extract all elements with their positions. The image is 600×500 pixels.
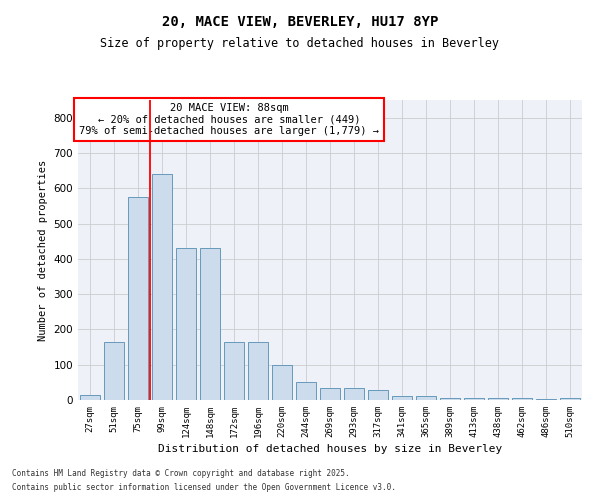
Bar (440, 398, 460, 400)
Bar (512, 398, 532, 400)
Text: 20 MACE VIEW: 88sqm
← 20% of detached houses are smaller (449)
79% of semi-detac: 20 MACE VIEW: 88sqm ← 20% of detached ho… (79, 103, 379, 136)
Bar (416, 396, 436, 400)
Bar (128, 197, 148, 400)
Text: 20, MACE VIEW, BEVERLEY, HU17 8YP: 20, MACE VIEW, BEVERLEY, HU17 8YP (162, 15, 438, 29)
Bar (248, 342, 268, 400)
Bar (488, 398, 508, 400)
X-axis label: Distribution of detached houses by size in Beverley: Distribution of detached houses by size … (158, 444, 502, 454)
Bar (152, 174, 172, 400)
Bar (272, 364, 292, 400)
Bar (80, 394, 100, 400)
Bar (176, 248, 196, 400)
Bar (296, 382, 316, 400)
Bar (320, 388, 340, 400)
Bar (560, 398, 580, 400)
Y-axis label: Number of detached properties: Number of detached properties (38, 160, 48, 340)
Bar (224, 342, 244, 400)
Text: Contains HM Land Registry data © Crown copyright and database right 2025.: Contains HM Land Registry data © Crown c… (12, 468, 350, 477)
Text: Size of property relative to detached houses in Beverley: Size of property relative to detached ho… (101, 38, 499, 51)
Bar (104, 342, 124, 400)
Bar (368, 390, 388, 400)
Text: Contains public sector information licensed under the Open Government Licence v3: Contains public sector information licen… (12, 484, 396, 492)
Bar (392, 396, 412, 400)
Bar (464, 398, 484, 400)
Bar (344, 388, 364, 400)
Bar (200, 248, 220, 400)
